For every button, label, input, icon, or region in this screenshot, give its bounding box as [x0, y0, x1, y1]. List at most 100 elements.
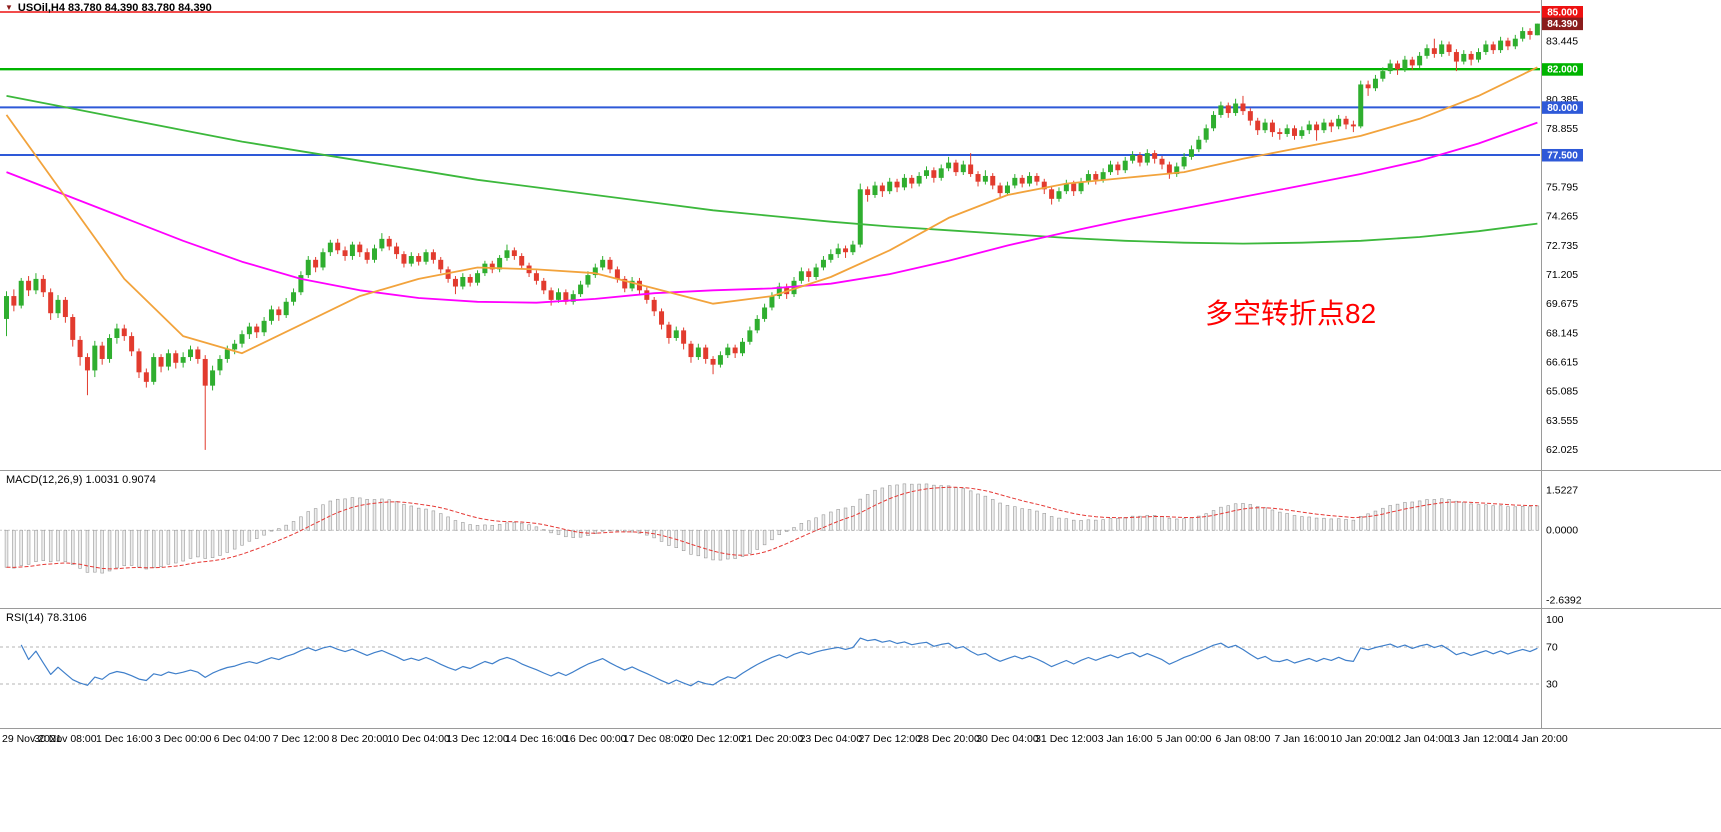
candle-body [268, 309, 274, 321]
macd-histogram-bar [1359, 516, 1363, 531]
candle-body [386, 238, 392, 247]
macd-histogram-bar [365, 499, 369, 531]
macd-histogram-bar [1425, 499, 1429, 531]
macd-histogram-bar [1042, 513, 1046, 531]
macd-histogram-bar [939, 485, 943, 531]
macd-histogram-bar [556, 529, 561, 535]
candle-body [673, 330, 679, 338]
annotation-text[interactable]: 多空转折点82 [1205, 298, 1377, 329]
macd-histogram-bar [1410, 501, 1414, 531]
macd-histogram-bar [578, 529, 583, 538]
candle-body [1424, 48, 1430, 56]
candle-body [1159, 158, 1165, 165]
macd-histogram-bar [748, 529, 752, 554]
candle-body [92, 345, 98, 371]
rsi-scale-label: 100 [1546, 614, 1564, 626]
time-label: 12 Jan 04:00 [1389, 733, 1450, 745]
candle-body [614, 269, 620, 279]
candle-body [901, 177, 907, 188]
macd-histogram-bar [1351, 519, 1356, 531]
macd-histogram-bar [1535, 505, 1540, 531]
candle-body [1181, 156, 1187, 167]
candle-body [556, 292, 561, 300]
candle-body [1196, 139, 1202, 150]
candle-body [129, 336, 135, 352]
candle-body [1056, 191, 1062, 199]
macd-histogram-bar [733, 529, 737, 559]
time-label: 16 Dec 00:00 [564, 733, 627, 745]
candle-body [1255, 120, 1261, 131]
price-axis[interactable]: 83.44580.38578.85575.79574.26572.73571.2… [1542, 6, 1583, 456]
candle-body [1225, 105, 1231, 114]
candle-body [364, 252, 370, 260]
candle-body [835, 248, 841, 255]
candle-body [968, 164, 974, 175]
macd-histogram-bar [1086, 519, 1091, 531]
chart-title: ▼ USOil,H4 83.780 84.390 83.780 84.390 [5, 2, 212, 14]
macd-histogram-bar [166, 529, 171, 565]
macd-histogram-bar [1145, 514, 1150, 531]
candle-body [769, 296, 775, 308]
candle-body [55, 299, 61, 314]
rsi-panel[interactable]: 100 70 30 [0, 614, 1564, 691]
candle-body [1240, 103, 1246, 112]
candle-body [1402, 59, 1408, 70]
macd-histogram-bar [1447, 499, 1451, 531]
macd-histogram-bar [1013, 506, 1017, 531]
candle-body [960, 164, 966, 173]
candle-body [1041, 181, 1047, 190]
macd-histogram-bar [1123, 517, 1127, 531]
price-panel[interactable] [0, 11, 1540, 450]
symbol-dropdown-icon[interactable]: ▼ [5, 3, 13, 12]
macd-histogram-bar [380, 498, 384, 531]
candle-body [1395, 63, 1401, 70]
macd-histogram-bar [358, 497, 362, 531]
macd-histogram-bar [946, 485, 951, 531]
macd-histogram-bar [784, 529, 789, 532]
candle-body [26, 280, 32, 291]
macd-histogram-bar [321, 504, 325, 531]
macd-histogram-bar [887, 485, 892, 531]
macd-histogram-bar [880, 487, 885, 531]
price-tick-label: 83.445 [1546, 36, 1578, 48]
candle-body [938, 168, 944, 178]
macd-histogram-bar [1241, 503, 1245, 531]
macd-histogram-bar [431, 510, 436, 531]
candle-body [636, 280, 642, 291]
macd-histogram-bar [196, 529, 200, 558]
macd-histogram-bar [387, 499, 391, 531]
macd-histogram-bar [762, 529, 767, 546]
macd-histogram-bar [1417, 500, 1422, 531]
time-label: 3 Jan 16:00 [1098, 733, 1153, 745]
macd-histogram-bar [792, 527, 796, 531]
macd-histogram-bar [726, 529, 730, 560]
candle-body [1512, 38, 1518, 47]
candle-body [1203, 128, 1209, 140]
candle-body [541, 280, 547, 291]
candle-body [1247, 111, 1253, 121]
macd-histogram-bar [1219, 506, 1223, 531]
macd-histogram-bar [424, 508, 428, 531]
macd-histogram-bar [1204, 513, 1208, 531]
price-tick-label: 78.855 [1546, 123, 1578, 135]
candle-body [924, 170, 929, 176]
macd-histogram-bar [770, 529, 774, 541]
candle-body [519, 256, 525, 266]
candle-body [99, 345, 105, 359]
time-label: 3 Dec 00:00 [155, 733, 212, 745]
macd-histogram-bar [1167, 517, 1172, 531]
macd-panel[interactable]: 1.5227 0.0000 -2.6392 [0, 483, 1582, 607]
macd-histogram-bar [181, 529, 185, 562]
macd-histogram-bar [703, 529, 708, 559]
candle-body [1306, 124, 1312, 131]
candle-body [165, 353, 171, 367]
macd-histogram-bar [1300, 516, 1304, 531]
candle-body [342, 250, 348, 257]
candle-body [1049, 189, 1055, 199]
macd-histogram-bar [461, 522, 465, 531]
macd-signal-line [6, 486, 1538, 570]
candle-body [210, 370, 216, 386]
time-label: 7 Jan 16:00 [1274, 733, 1329, 745]
